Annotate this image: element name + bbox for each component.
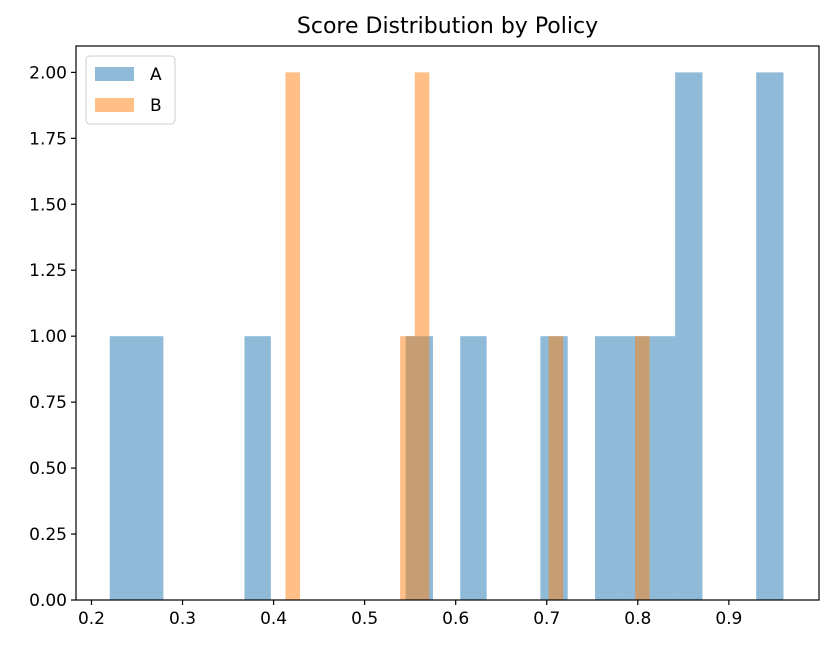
y-tick-label: 0.25	[29, 525, 67, 545]
x-tick-label: 0.3	[169, 609, 196, 629]
legend-label-b: B	[150, 96, 162, 116]
chart-title: Score Distribution by Policy	[297, 14, 598, 39]
x-tick-label: 0.9	[715, 609, 742, 629]
bar-a-6	[595, 336, 622, 600]
bar-a-10	[756, 72, 784, 600]
x-tick-label: 0.2	[78, 609, 105, 629]
y-tick-label: 1.75	[29, 129, 67, 149]
legend-label-a: A	[150, 65, 162, 85]
bar-a-9	[675, 72, 703, 600]
bar-b-2	[414, 72, 430, 600]
y-tick-label: 0.00	[29, 591, 67, 611]
plot-frame	[75, 45, 820, 601]
y-tick-label: 1.50	[29, 195, 67, 215]
legend-swatch-b	[95, 98, 134, 112]
y-tick-label: 1.25	[29, 261, 67, 281]
x-tick-label: 0.7	[533, 609, 560, 629]
bar-a-8	[648, 336, 676, 600]
legend-swatch-a	[95, 67, 134, 81]
x-tick-label: 0.5	[351, 609, 378, 629]
bars-layer	[109, 72, 784, 600]
legend: AB	[85, 55, 176, 125]
bar-b-1	[400, 336, 415, 600]
bar-a-0	[109, 336, 138, 600]
x-tick-label: 0.6	[442, 609, 469, 629]
bar-b-0	[285, 72, 300, 600]
x-tick-label: 0.4	[260, 609, 287, 629]
bar-b-4	[635, 336, 650, 600]
bar-a-4	[460, 336, 487, 600]
bar-a-2	[244, 336, 271, 600]
y-tick-label: 0.75	[29, 393, 67, 413]
bar-a-1	[137, 336, 164, 600]
y-tick-label: 2.00	[29, 63, 67, 83]
x-tick-label: 0.8	[624, 609, 651, 629]
axes-layer: 0.2 0.3 0.4 0.5 0.6 0.7 0.8 0.9 0.00 0.25 0.50 0.75…	[29, 45, 820, 629]
y-tick-label: 1.00	[29, 327, 67, 347]
bar-b-3	[548, 336, 564, 600]
y-tick-label: 0.50	[29, 459, 67, 479]
